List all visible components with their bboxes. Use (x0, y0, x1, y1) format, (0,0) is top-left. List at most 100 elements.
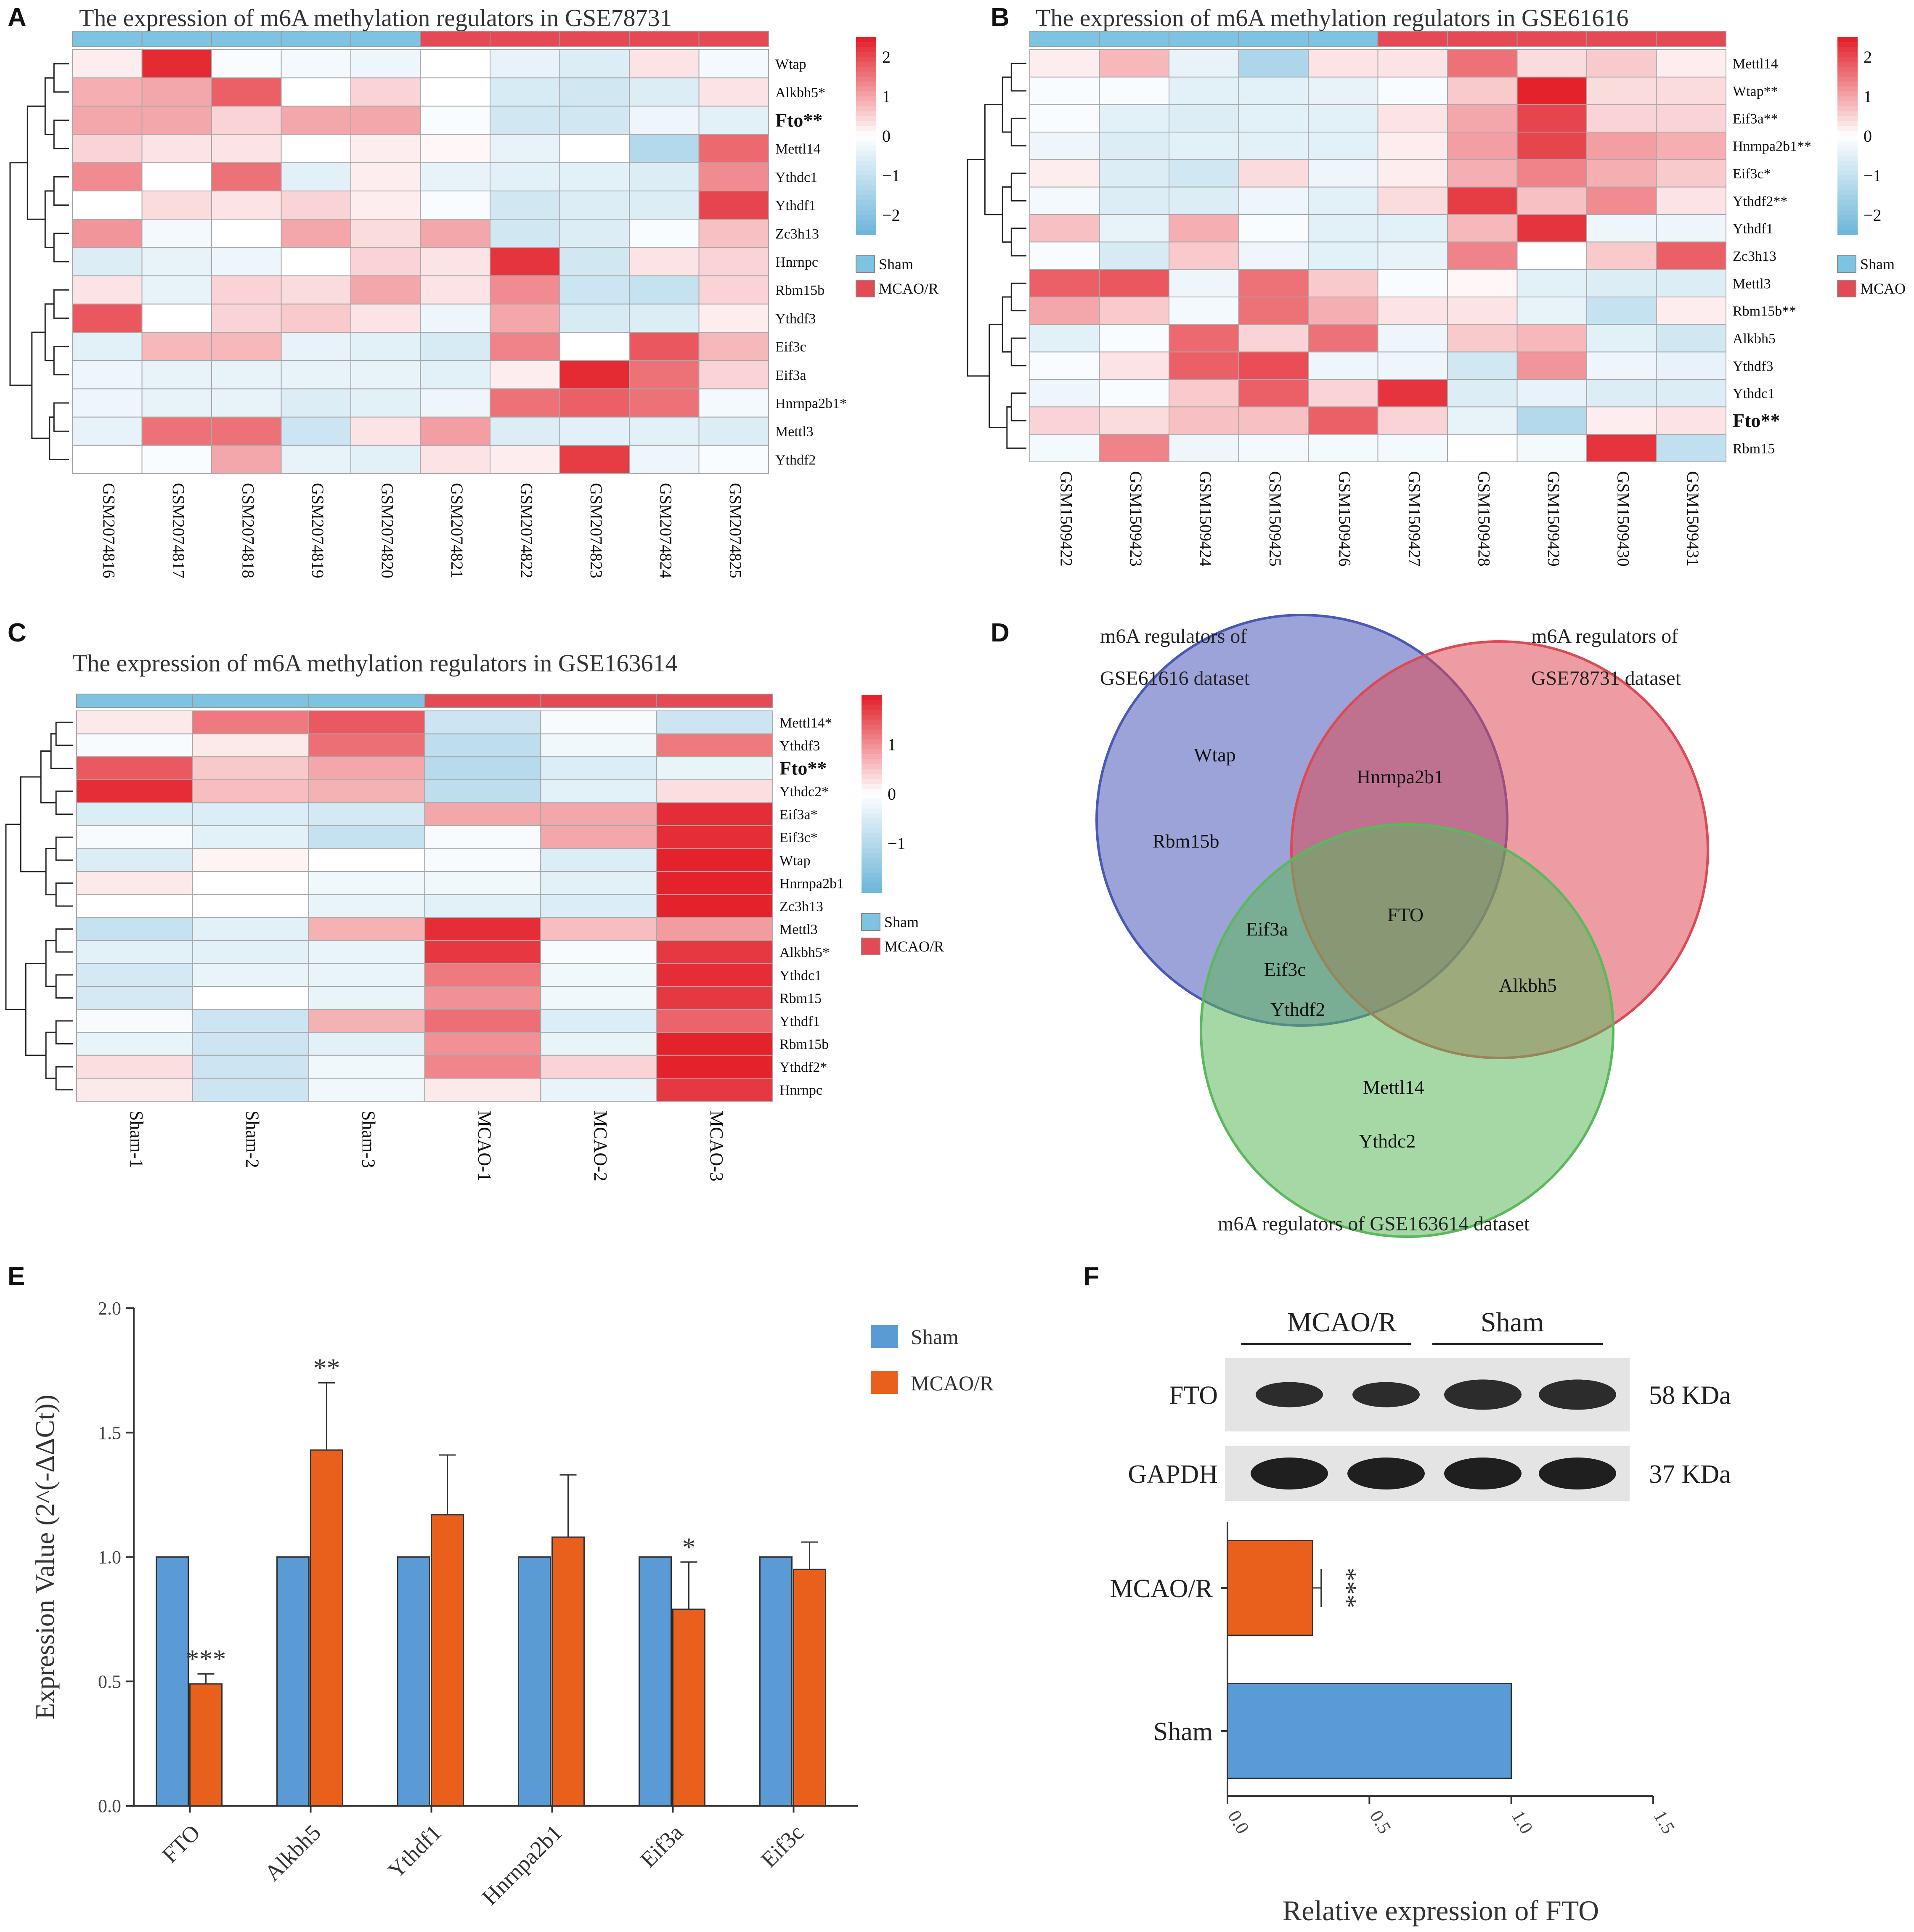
colorbar-segment (862, 754, 882, 760)
heatmap-cell (281, 191, 351, 220)
heatmap-cell (1377, 214, 1448, 243)
heatmap-cell (420, 134, 490, 163)
x-tick-label: 1.5 (1649, 1807, 1679, 1837)
heatmap-cell (76, 917, 193, 941)
row-label: Zc3h13 (1733, 249, 1776, 264)
heatmap-cell (72, 303, 143, 333)
significance-marker: ** (313, 1353, 340, 1383)
heatmap-cell (424, 779, 541, 803)
group-annotation-cell (1238, 31, 1309, 47)
column-label: GSM1509426 (1336, 471, 1355, 567)
x-tick-label: 0.0 (1224, 1807, 1253, 1837)
colorbar-segment (856, 146, 876, 151)
bar (1227, 1540, 1313, 1636)
heatmap-cell (1447, 351, 1518, 380)
heatmap-cell (424, 940, 541, 964)
dendrogram-branch (45, 848, 56, 896)
column-label: Sham-2 (242, 1110, 263, 1168)
heatmap-cell (1586, 297, 1657, 325)
colorbar-segment (862, 779, 882, 784)
heatmap-cell (490, 134, 560, 163)
heatmap-cell (424, 733, 541, 758)
heatmap-cell (350, 303, 421, 333)
heatmap-cell (698, 219, 769, 248)
bar (639, 1556, 672, 1807)
row-label: Rbm15b (779, 1037, 829, 1052)
venn-set-circle (1200, 823, 1614, 1238)
colorbar-segment (1837, 126, 1858, 132)
blot-band (1251, 1458, 1328, 1489)
colorbar-segment (1837, 215, 1858, 220)
heatmap-cell (192, 986, 309, 1010)
heatmap-cell (1029, 104, 1100, 133)
dendrogram-branch (984, 104, 1003, 215)
heatmap-cell (698, 416, 769, 446)
venn-region-item: Wtap (1194, 744, 1236, 766)
colorbar-segment (856, 116, 876, 122)
heatmap-cell (1099, 159, 1169, 188)
dendrogram-branch (55, 790, 73, 815)
heatmap-cell (1377, 186, 1448, 215)
heatmap-cell (141, 275, 212, 305)
heatmap-cell (698, 445, 769, 474)
row-label: Ythdc1 (775, 170, 817, 185)
heatmap-cell (540, 871, 657, 895)
colorbar-segment (856, 180, 876, 186)
colorbar-tick: −1 (888, 834, 906, 853)
group-annotation-cell (281, 31, 351, 47)
heatmap-cell (1656, 77, 1726, 105)
row-label: Ythdf1 (779, 1014, 820, 1029)
heatmap-cell (281, 162, 351, 191)
venn-region-item: Mettl14 (1363, 1076, 1424, 1098)
colorbar-segment (1837, 91, 1858, 97)
heatmap-cell (1238, 214, 1309, 243)
heatmap-cell (192, 802, 309, 826)
colorbar-segment (862, 784, 882, 790)
colorbar-segment (862, 818, 882, 824)
colorbar-segment (856, 121, 876, 127)
heatmap-cell (72, 49, 143, 79)
heatmap-cell (1377, 77, 1448, 105)
heatmap-cell (308, 1078, 425, 1102)
heatmap-cell (350, 162, 421, 191)
blot-group-label: Sham (1481, 1307, 1544, 1338)
group-annotation-cell (1308, 31, 1379, 47)
heatmap-cell (76, 894, 193, 918)
heatmap-cell (1656, 49, 1726, 78)
heatmap-cell (490, 388, 560, 418)
heatmap-cell (76, 756, 193, 780)
heatmap-cell (1029, 214, 1100, 243)
heatmap-cell (1656, 434, 1726, 462)
blot-band (1347, 1458, 1425, 1489)
heatmap-cell (1238, 104, 1309, 133)
column-label: GSM2074822 (517, 483, 536, 578)
dendrogram-branch (40, 750, 56, 803)
heatmap-cell (192, 1009, 309, 1033)
heatmap-cell (1447, 269, 1518, 298)
venn-region-item: Ythdf2 (1270, 999, 1325, 1020)
column-label: GSM1509428 (1475, 471, 1494, 567)
heatmap-cell (559, 247, 630, 276)
colorbar-segment (862, 695, 882, 700)
row-label: Rbm15b (775, 283, 824, 298)
heatmap-cell (656, 710, 773, 734)
group-annotation-cell (490, 31, 560, 47)
heatmap-cell (211, 77, 282, 107)
heatmap-cell (1447, 132, 1518, 160)
legend-swatch (856, 255, 875, 273)
colorbar-segment (1837, 101, 1858, 107)
heatmap-cell (629, 49, 700, 79)
colorbar-segment (1837, 86, 1858, 92)
heatmap-cell (1586, 351, 1657, 380)
heatmap-cell (1516, 104, 1587, 133)
heatmap-cell (420, 191, 490, 220)
heatmap-cell (211, 388, 282, 418)
heatmap-cell (192, 848, 309, 872)
heatmap-cell (192, 940, 309, 964)
dendrogram-branch (53, 176, 69, 206)
heatmap-cell (629, 332, 700, 361)
heatmap-cell (1238, 324, 1309, 352)
colorbar-tick: 2 (882, 48, 891, 66)
y-axis-label: Expression Value (2^(-ΔΔCt)) (30, 1394, 60, 1719)
colorbar-segment (862, 744, 882, 750)
